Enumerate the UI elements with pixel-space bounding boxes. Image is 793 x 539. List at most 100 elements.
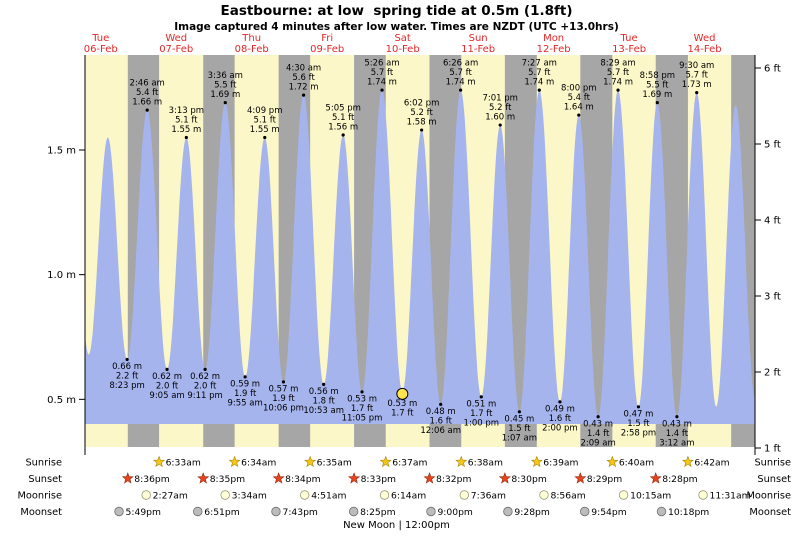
high-tide-dot [263,135,267,140]
low-tide-time-label: 10:53 am [303,406,344,416]
low-tide-dot [203,367,207,372]
moonrise-time: 4:51am [311,490,346,501]
low-tide-dot [125,357,129,362]
low-tide-m-label: 0.66 m [112,362,142,372]
high-tide-m-label: 1.56 m [328,123,358,133]
moonset-row-label-left: Moonset [20,507,62,518]
low-tide-time-label: 9:55 am [228,398,263,408]
ft-axis-label: 1 ft [764,444,781,455]
day-weekday-label: Sat [394,33,410,44]
high-tide-time-label: 8:58 pm [640,71,675,81]
low-tide-ft-label: 1.6 ft [549,414,572,424]
low-tide-ft-label: 1.7 ft [470,409,493,419]
low-tide-dot [596,415,600,419]
sunrise-time: 6:39am [543,457,578,468]
sunset-star-icon [649,472,662,484]
low-tide-time-label: 9:05 am [149,391,184,401]
day-weekday-label: Sun [469,33,488,44]
high-tide-time-label: 9:30 am [679,61,714,71]
low-tide-m-label: 0.59 m [230,379,260,389]
high-tide-dot [498,123,502,127]
low-tide-time-label: 9:11 pm [187,391,222,401]
high-tide-time-label: 8:00 pm [561,84,596,94]
sunset-star-icon [272,472,285,484]
day-date-label: 12-Feb [537,44,571,55]
low-tide-ft-label: 2.0 ft [156,381,179,391]
low-tide-m-label: 0.62 m [190,372,220,382]
ft-axis-label: 2 ft [764,368,781,379]
low-tide-time-label: 2:09 am [580,438,615,448]
moonset-circle-icon [426,506,436,517]
low-tide-m-label: 0.51 m [466,399,496,409]
sunset-time: 8:29pm [587,474,622,485]
day-weekday-label: Tue [620,33,638,44]
moonrise-time: 7:36am [471,490,506,501]
low-tide-m-label: 0.45 m [504,414,534,424]
high-tide-m-label: 1.74 m [603,78,633,88]
low-tide-dot [322,382,326,386]
chart-title: Eastbourne: at low spring tide at 0.5m (… [220,3,573,19]
high-tide-dot [616,88,620,92]
ft-axis-label: 6 ft [764,64,781,75]
high-tide-time-label: 4:09 pm [247,106,282,116]
day-date-label: 11-Feb [461,44,495,55]
high-tide-m-label: 1.55 m [250,125,280,135]
high-tide-ft-label: 5.2 ft [410,108,433,118]
sunrise-time: 6:40am [619,457,654,468]
sunset-time: 8:30pm [511,474,546,485]
moonset-time: 9:28pm [514,507,549,518]
sunrise-star-icon [606,455,619,468]
high-tide-dot [420,128,424,132]
high-tide-dot [537,88,541,92]
moonset-time: 9:54pm [591,507,626,518]
low-tide-dot [479,395,483,399]
sunset-star-icon [197,472,210,484]
low-tide-dot [243,375,247,379]
moonset-circle-icon [348,506,359,517]
low-tide-ft-label: 1.8 ft [312,396,335,406]
high-tide-dot [655,101,659,105]
high-tide-dot [695,91,699,95]
sunrise-row-label-left: Sunrise [25,458,62,469]
high-tide-time-label: 3:13 pm [169,106,204,116]
sunrise-star-icon [379,455,392,468]
low-tide-dot [360,390,364,394]
day-date-label: 14-Feb [688,44,722,55]
moonset-circle-icon [656,506,667,517]
high-tide-m-label: 1.66 m [132,98,162,108]
sunrise-star-icon [455,455,468,468]
moonset-time: 9:00pm [437,507,472,518]
m-axis-label: 1.5 m [47,145,76,156]
moonrise-circle-icon [220,490,230,500]
low-tide-m-label: 0.57 m [269,384,299,394]
high-tide-ft-label: 5.7 ft [449,68,472,78]
moonset-row-label-right: Moonset [749,507,791,518]
low-tide-m-label: 0.56 m [309,387,339,397]
high-tide-m-label: 1.64 m [564,103,594,113]
moonset-circle-icon [503,506,513,517]
sunset-star-icon [498,472,511,484]
day-weekday-label: Thu [241,33,261,44]
sunset-star-icon [423,472,436,484]
sunset-star-icon [574,472,587,484]
moonrise-circle-icon [698,490,708,500]
moonset-time: 8:25pm [360,507,395,518]
current-tide-marker [396,387,409,400]
moonrise-circle-icon [299,490,310,500]
high-tide-dot [301,93,306,97]
sunrise-star-icon [530,455,543,468]
high-tide-m-label: 1.72 m [289,83,319,93]
low-tide-dot [439,402,443,406]
low-tide-dot [281,380,286,384]
ft-axis-label: 4 ft [764,216,781,227]
sunrise-time: 6:38am [468,457,503,468]
low-tide-time-label: 1:00 pm [464,418,499,428]
moonset-circle-icon [271,506,281,517]
low-tide-dot [517,410,521,414]
high-tide-time-label: 3:36 am [208,71,243,81]
high-tide-time-label: 5:05 pm [325,104,360,114]
low-tide-ft-label: 1.5 ft [627,419,650,429]
low-tide-m-label: 0.48 m [426,407,456,417]
sunset-star-icon [347,472,361,484]
high-tide-dot [380,88,384,92]
